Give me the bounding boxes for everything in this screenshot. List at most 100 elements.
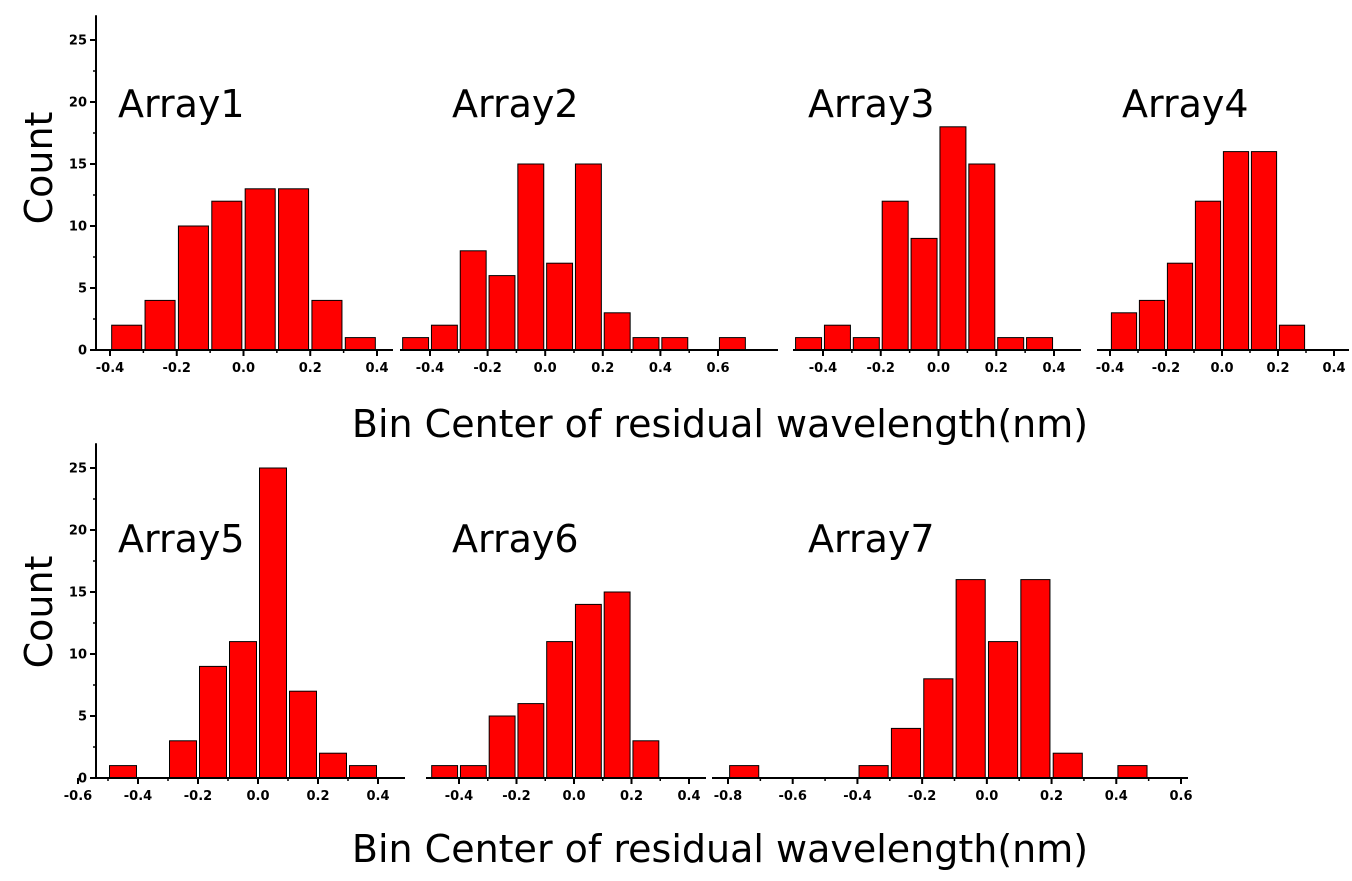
x-tick-label: -0.4 [809,361,837,376]
bar-Array7-1 [858,765,889,779]
y-tick-label: 0 [78,344,87,359]
x-tick-label: -0.6 [778,789,806,804]
bar-Array6-5 [574,603,602,779]
bar-Array3-1 [823,324,851,351]
bar-Array2-5 [546,262,574,351]
panel-title-Array1: Array1 [118,82,245,126]
bar-Array2-7 [603,312,631,351]
bar-Array3-2 [852,337,880,351]
bar-Array1-3 [211,200,243,351]
bar-Array5-6 [319,752,347,779]
bar-Array6-4 [546,641,574,779]
bar-Array3-3 [881,200,909,351]
x-tick-label: -0.2 [502,789,530,804]
bar-Array2-10 [718,337,746,351]
x-tick-label: 0.4 [677,789,700,804]
bar-Array1-6 [311,299,343,351]
bar-Array1-5 [278,188,310,351]
bar-Array1-0 [111,324,143,351]
panel-title-Array5: Array5 [118,517,245,561]
bar-Array7-8 [1117,765,1148,779]
bar-Array6-3 [517,703,545,779]
bar-Array2-3 [488,275,516,351]
y-axis-title: Count [17,556,61,669]
bar-Array3-4 [910,237,938,351]
panel-title-Array3: Array3 [808,82,935,126]
bar-Array7-0 [729,765,760,779]
bar-Array1-1 [144,299,176,351]
bar-Array3-6 [968,163,996,351]
bar-Array1-7 [344,337,376,351]
y-tick-label: 10 [69,648,87,663]
y-tick-label: 20 [69,524,87,539]
x-tick-label: -0.4 [96,361,124,376]
y-tick-label: 0 [78,772,87,787]
bar-Array7-5 [987,641,1019,779]
x-tick-label: -0.2 [473,361,501,376]
bar-Array3-7 [997,337,1025,351]
bar-Array2-9 [661,337,689,351]
bar-Array1-4 [244,188,276,351]
x-tick-label: 0.2 [620,789,643,804]
x-tick-label: 0.6 [706,361,729,376]
bar-Array5-3 [229,641,257,779]
x-tick-label: -0.2 [184,789,212,804]
x-tick-label: -0.4 [445,789,473,804]
x-tick-label: 0.2 [1040,789,1063,804]
panel-title-Array7: Array7 [808,517,935,561]
bar-Array4-5 [1250,151,1278,351]
bar-Array3-5 [939,126,967,351]
bar-Array1-2 [177,225,209,351]
bar-Array2-8 [632,337,660,351]
x-tick-label: 0.4 [366,789,389,804]
x-tick-label: -0.4 [843,789,871,804]
bar-Array2-0 [402,337,430,351]
bar-Array3-0 [795,337,823,351]
x-tick-label: -0.4 [416,361,444,376]
bar-Array7-6 [1020,579,1051,779]
bar-Array6-1 [459,765,487,779]
bar-Array6-2 [488,715,516,779]
x-tick-label: 0.2 [591,361,614,376]
bar-Array5-5 [289,690,317,779]
x-tick-label: 0.0 [975,789,998,804]
bar-Array6-0 [431,765,459,779]
bar-Array4-0 [1110,312,1138,351]
bar-Array4-4 [1222,151,1250,351]
x-tick-label: 0.4 [1042,361,1065,376]
bar-Array2-1 [430,324,458,351]
bar-Array6-7 [632,740,660,779]
x-axis-title: Bin Center of residual wavelength(nm) [352,827,1088,871]
x-tick-label: -0.2 [867,361,895,376]
y-tick-label: 15 [69,158,87,173]
x-tick-label: 0.4 [649,361,672,376]
panel-title-Array6: Array6 [452,517,579,561]
x-tick-label: -0.4 [124,789,152,804]
x-tick-label: 0.4 [365,361,388,376]
bar-Array5-7 [349,765,377,779]
bar-Array2-6 [574,163,602,351]
x-tick-label: 0.4 [1105,789,1128,804]
x-tick-label: 0.0 [927,361,950,376]
x-tick-label: -0.6 [64,789,92,804]
bar-Array7-2 [890,727,922,779]
panel-title-Array2: Array2 [452,82,579,126]
x-tick-label: 0.2 [1266,361,1289,376]
x-tick-label: 0.0 [1210,361,1233,376]
y-axis-title: Count [17,112,61,225]
x-tick-label: 0.2 [306,789,329,804]
bar-Array2-4 [517,163,545,351]
x-tick-label: -0.2 [908,789,936,804]
bar-Array2-2 [459,250,487,351]
x-tick-label: 0.2 [985,361,1008,376]
bar-Array5-1 [169,740,197,779]
x-tick-label: 0.0 [534,361,557,376]
x-tick-label: 0.0 [246,789,269,804]
bar-Array4-6 [1278,324,1306,351]
bar-Array4-2 [1166,262,1194,351]
x-axis-title: Bin Center of residual wavelength(nm) [352,402,1088,446]
y-tick-label: 25 [69,34,87,49]
x-tick-label: 0.6 [1169,789,1192,804]
y-tick-label: 15 [69,586,87,601]
